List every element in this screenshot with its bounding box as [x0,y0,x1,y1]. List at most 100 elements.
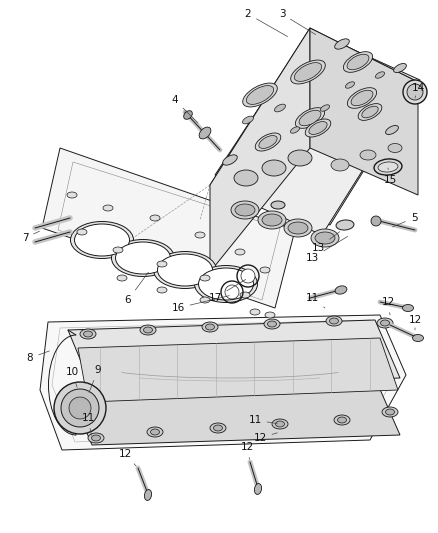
Ellipse shape [210,423,226,433]
Ellipse shape [264,319,280,329]
Ellipse shape [92,435,100,441]
Ellipse shape [158,254,212,286]
Ellipse shape [200,297,210,303]
Ellipse shape [112,239,174,277]
Ellipse shape [385,409,395,415]
Ellipse shape [255,133,281,151]
Text: 13: 13 [305,237,348,263]
Ellipse shape [140,325,156,335]
Text: 8: 8 [27,351,49,363]
Ellipse shape [103,205,113,211]
Ellipse shape [338,417,346,423]
Polygon shape [42,148,295,308]
Ellipse shape [284,219,312,237]
Ellipse shape [381,320,389,326]
Polygon shape [215,30,420,225]
Ellipse shape [347,88,377,108]
Ellipse shape [288,222,308,234]
Text: 13: 13 [311,232,340,253]
Ellipse shape [388,143,402,152]
Text: 2: 2 [245,9,288,37]
Ellipse shape [311,229,339,247]
Ellipse shape [362,106,378,118]
Ellipse shape [61,389,99,427]
Ellipse shape [290,127,300,133]
Ellipse shape [326,316,342,326]
Ellipse shape [243,116,254,124]
Ellipse shape [413,335,424,342]
Ellipse shape [358,103,382,120]
Ellipse shape [246,86,274,104]
Ellipse shape [195,232,205,238]
Polygon shape [210,28,310,272]
Text: 15: 15 [383,168,397,185]
Text: 10: 10 [65,367,78,387]
Ellipse shape [299,110,321,126]
Ellipse shape [347,54,369,70]
Ellipse shape [198,268,254,300]
Ellipse shape [153,252,216,288]
Ellipse shape [213,425,223,431]
Ellipse shape [262,160,286,176]
Text: 14: 14 [411,83,424,98]
Ellipse shape [117,275,127,281]
Ellipse shape [243,83,277,107]
Ellipse shape [375,72,385,78]
Text: 12: 12 [381,297,395,315]
Ellipse shape [231,201,259,219]
Ellipse shape [234,170,258,186]
Ellipse shape [202,322,218,332]
Ellipse shape [260,267,270,273]
Ellipse shape [377,318,393,328]
Ellipse shape [184,111,192,119]
Ellipse shape [67,192,77,198]
Ellipse shape [315,232,335,244]
Text: 11: 11 [81,413,95,435]
Ellipse shape [343,52,373,72]
Ellipse shape [250,309,260,315]
Text: 12: 12 [253,433,277,443]
Ellipse shape [265,312,275,318]
Ellipse shape [235,249,245,255]
Ellipse shape [331,159,349,171]
Polygon shape [310,28,418,195]
Ellipse shape [151,429,159,435]
Ellipse shape [157,261,167,267]
Ellipse shape [77,229,87,235]
Text: 7: 7 [22,231,39,243]
Ellipse shape [295,108,325,128]
Text: 9: 9 [89,365,101,392]
Ellipse shape [268,321,276,327]
Ellipse shape [272,419,288,429]
Ellipse shape [275,104,286,112]
Polygon shape [78,338,398,402]
Ellipse shape [88,433,104,443]
Ellipse shape [403,304,413,311]
Ellipse shape [147,427,163,437]
Ellipse shape [241,269,255,283]
Ellipse shape [407,84,423,100]
Ellipse shape [80,329,96,339]
Ellipse shape [360,150,376,160]
Ellipse shape [71,222,134,259]
Ellipse shape [294,63,321,82]
Polygon shape [210,28,418,235]
Ellipse shape [258,211,286,229]
Text: 12: 12 [240,442,254,459]
Ellipse shape [205,324,215,330]
Ellipse shape [335,286,347,294]
Ellipse shape [291,60,325,84]
Ellipse shape [113,247,123,253]
Text: 11: 11 [305,293,325,308]
Ellipse shape [351,90,373,106]
Text: 17: 17 [208,279,246,303]
Ellipse shape [346,82,355,88]
Ellipse shape [305,119,331,137]
Ellipse shape [288,150,312,166]
Text: 5: 5 [392,213,417,227]
Polygon shape [68,320,400,388]
Ellipse shape [259,135,277,149]
Ellipse shape [403,80,427,104]
Ellipse shape [240,292,250,298]
Ellipse shape [199,127,211,139]
